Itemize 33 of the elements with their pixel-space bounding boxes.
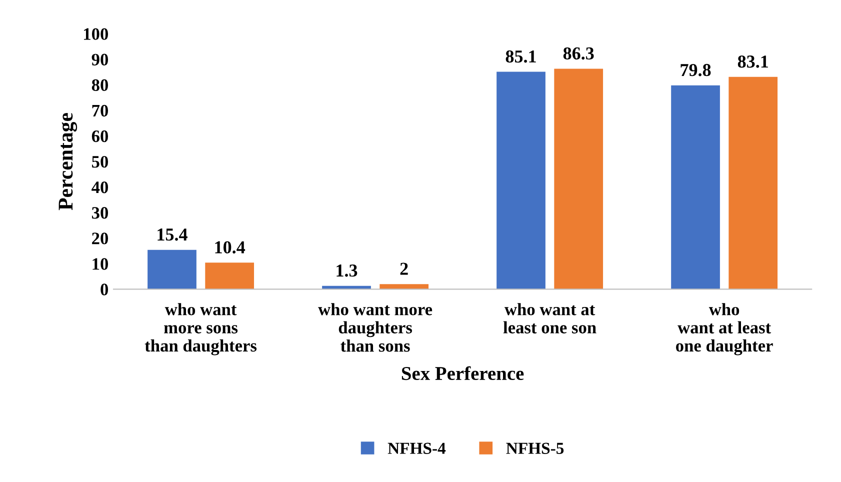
y-tick-label: 60 (92, 130, 108, 142)
y-tick-label: 10 (92, 258, 108, 270)
bar (728, 76, 778, 290)
y-axis-title: Percentage (58, 113, 78, 210)
x-tick-label: who want more sons than daughters (144, 303, 257, 356)
data-label: 15.4 (158, 228, 188, 241)
data-label: 85.1 (506, 50, 536, 63)
y-tick-label: 100 (84, 28, 108, 40)
bar (148, 250, 196, 290)
bar (554, 68, 604, 290)
y-tick-label: 90 (92, 54, 108, 66)
y-tick-label: 70 (92, 104, 108, 117)
x-tick-label: who want more daughters than sons (318, 303, 432, 352)
y-tick-label: 50 (92, 156, 108, 168)
bar (205, 262, 254, 290)
bar (671, 85, 720, 290)
data-label: 79.8 (680, 64, 711, 76)
legend-label: NFHS-4 (388, 442, 446, 454)
y-tick-label: 20 (92, 232, 108, 244)
y-tick-label: 40 (92, 181, 108, 194)
x-axis-title: Sex Perference (402, 366, 524, 380)
bar (496, 72, 546, 290)
data-label: 2 (400, 262, 408, 275)
data-label: 86.3 (563, 47, 594, 60)
legend-label: NFHS-5 (506, 442, 564, 454)
data-label: 10.4 (215, 241, 246, 254)
x-tick-label: who want at least one son (503, 303, 596, 334)
y-tick-label: 30 (92, 207, 108, 219)
y-tick-label: 0 (100, 284, 108, 296)
data-label: 1.3 (336, 264, 358, 277)
x-tick-label: who want at least one daughter (676, 303, 773, 356)
data-label: 83.1 (738, 56, 768, 68)
y-tick-label: 80 (92, 79, 108, 92)
